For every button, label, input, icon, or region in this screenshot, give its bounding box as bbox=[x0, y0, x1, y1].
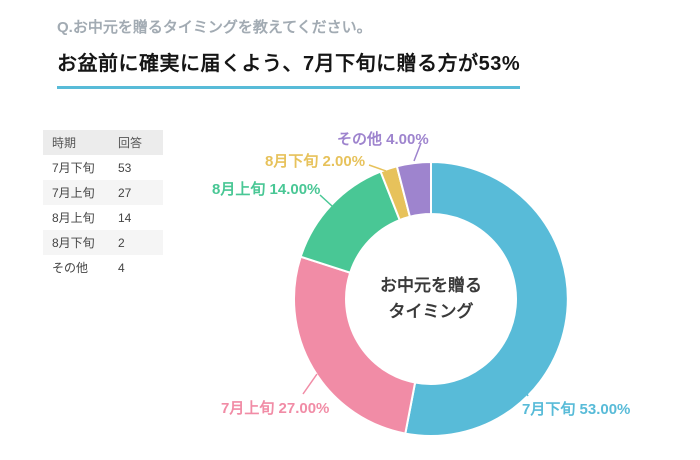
table-header-row: 時期 回答 bbox=[43, 130, 163, 155]
headline-text: お盆前に確実に届くよう、7月下旬に贈る方が53% bbox=[57, 47, 521, 89]
donut-segment-7月上旬 bbox=[293, 255, 417, 435]
table-header-count: 回答 bbox=[118, 136, 143, 150]
table-row: 8月上旬 14 bbox=[43, 205, 163, 230]
table-cell-count: 14 bbox=[118, 210, 132, 225]
table-cell-count: 53 bbox=[118, 160, 132, 175]
table-row: 7月上旬 27 bbox=[43, 180, 163, 205]
callout-late-july: 7月下旬 53.00% bbox=[522, 401, 631, 418]
donut-center-label: お中元を贈る タイミング bbox=[380, 273, 482, 325]
table-cell-count: 4 bbox=[118, 260, 125, 275]
table-row: 7月下旬 53 bbox=[43, 155, 163, 180]
table-cell-period: 8月下旬 bbox=[52, 236, 95, 250]
question-text: Q.お中元を贈るタイミングを教えてください。 bbox=[57, 19, 372, 36]
donut-segment-7月下旬 bbox=[404, 160, 569, 437]
table-cell-period: 8月上旬 bbox=[52, 211, 95, 225]
table-cell-count: 2 bbox=[118, 235, 125, 250]
center-label-line2: タイミング bbox=[388, 302, 474, 321]
callout-line-8月下旬 bbox=[368, 164, 387, 172]
table-cell-period: その他 bbox=[52, 261, 89, 275]
summary-table: 時期 回答 7月下旬 53 7月上旬 27 8月上旬 14 8月下旬 2 その他… bbox=[43, 130, 163, 280]
callout-late-august: 8月下旬 2.00% bbox=[265, 153, 366, 170]
callout-line-その他 bbox=[413, 142, 422, 162]
header: Q.お中元を贈るタイミングを教えてください。 お盆前に確実に届くよう、7月下旬に… bbox=[57, 16, 521, 89]
table-header-period: 時期 bbox=[52, 136, 77, 150]
donut-chart-svg bbox=[293, 142, 569, 437]
callout-early-july: 7月上旬 27.00% bbox=[221, 400, 330, 417]
donut-chart: 7月下旬 53.00% 7月上旬 27.00% 8月上旬 14.00% 8月下旬… bbox=[190, 113, 690, 458]
callout-line-7月上旬 bbox=[302, 373, 318, 395]
center-label-line1: お中元を贈る bbox=[380, 276, 482, 295]
table-row: 8月下旬 2 bbox=[43, 230, 163, 255]
callout-other: その他 4.00% bbox=[337, 131, 429, 148]
callout-line-8月上旬 bbox=[319, 194, 333, 207]
table-cell-count: 27 bbox=[118, 185, 132, 200]
donut-segment-その他 bbox=[395, 160, 432, 218]
table-row: その他 4 bbox=[43, 255, 163, 280]
callout-line-7月下旬 bbox=[516, 374, 529, 397]
table-cell-period: 7月下旬 bbox=[52, 161, 95, 175]
callout-early-august: 8月上旬 14.00% bbox=[212, 181, 321, 198]
table-cell-period: 7月上旬 bbox=[52, 186, 95, 200]
